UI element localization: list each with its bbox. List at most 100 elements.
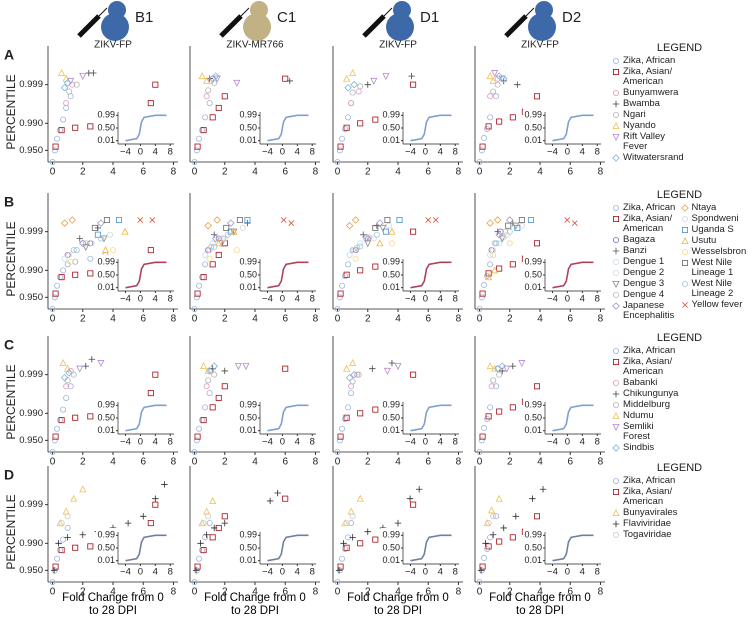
- point: [64, 534, 71, 541]
- x-tick-label: 8: [313, 314, 319, 325]
- point: [87, 270, 94, 277]
- point: [680, 204, 689, 212]
- x-tick-label: 6: [425, 457, 431, 468]
- x-tick-label: 4: [252, 587, 258, 598]
- syringe-needle: [240, 7, 250, 17]
- point: [239, 224, 246, 231]
- point: [60, 267, 67, 274]
- inset-x-tick-label: −4: [547, 147, 558, 158]
- inset-x-tick-label: 8: [168, 437, 173, 448]
- x-tick-label: 2: [80, 457, 86, 468]
- legend-marker: [613, 90, 619, 96]
- inset-y-tick-label: 0.01: [524, 282, 542, 292]
- y-tick-label: 0.990: [19, 538, 43, 549]
- legend-item: Japanese Encephalitis: [612, 301, 679, 321]
- point: [352, 255, 359, 262]
- inset-x-tick-label: −4: [120, 294, 131, 305]
- point: [342, 125, 349, 132]
- legend-marker: [612, 280, 620, 288]
- point: [489, 531, 497, 538]
- point: [481, 425, 488, 432]
- legend-label: Spondweni: [691, 213, 739, 224]
- point: [613, 532, 619, 538]
- point: [340, 540, 347, 547]
- inset-y-tick-label: 0.99: [524, 530, 542, 540]
- legend-marker: [613, 348, 619, 354]
- legend-item: Ndumu: [612, 411, 747, 421]
- inset-background: [381, 108, 461, 160]
- point: [612, 444, 620, 452]
- point: [529, 495, 536, 502]
- point: [479, 143, 486, 150]
- legend: LEGEND Zika, African Zika, Asian/ American…: [612, 42, 747, 164]
- x-tick-label: 4: [110, 314, 116, 325]
- x-tick-label: 4: [537, 457, 543, 468]
- point: [58, 274, 65, 281]
- x-tick-label: 4: [252, 457, 258, 468]
- legend-marker: [613, 380, 619, 386]
- legend-marker: [612, 412, 620, 419]
- inset-line: [267, 534, 309, 562]
- inset-line: [410, 404, 452, 432]
- point: [90, 69, 97, 77]
- point: [194, 143, 201, 150]
- point: [62, 507, 70, 515]
- point: [60, 373, 69, 382]
- inset-x-tick-label: 0: [280, 437, 285, 448]
- point: [205, 87, 212, 94]
- point: [339, 425, 346, 432]
- point: [87, 543, 94, 550]
- point: [337, 433, 344, 440]
- point: [366, 234, 373, 241]
- point: [488, 506, 496, 514]
- inset-line: [267, 404, 309, 432]
- x-tick-label: 8: [598, 587, 604, 598]
- legend: LEGEND Zika, African Zika, Asian/ American…: [612, 462, 747, 541]
- point: [485, 123, 492, 130]
- inset-x-tick-label: 8: [595, 147, 600, 158]
- point: [66, 251, 73, 258]
- point: [57, 274, 64, 281]
- point: [215, 104, 222, 111]
- point: [491, 240, 498, 247]
- point: [206, 520, 213, 527]
- point: [477, 567, 485, 574]
- point: [486, 362, 494, 370]
- legend: LEGEND Zika, African Zika, Asian/ American…: [612, 189, 747, 321]
- inset-background: [381, 255, 461, 307]
- legend-marker: [612, 122, 620, 129]
- point: [244, 219, 251, 227]
- point: [336, 437, 343, 444]
- point: [198, 72, 206, 80]
- x-tick-label: 6: [567, 457, 573, 468]
- point: [373, 231, 380, 238]
- inset-line: [125, 404, 167, 432]
- point: [355, 371, 362, 378]
- inset-x-tick-label: −4: [262, 567, 273, 578]
- legend-item: Nyando: [612, 121, 747, 131]
- point: [213, 216, 221, 224]
- point: [425, 217, 432, 223]
- legend-item: Zika, Asian/ American: [612, 357, 747, 377]
- inset-y-tick-label: 0.50: [97, 542, 115, 552]
- legend-label: Dengue 3: [623, 278, 665, 289]
- legend-marker: [612, 520, 620, 528]
- inset-x-tick-label: 8: [453, 294, 458, 305]
- legend-marker: [681, 226, 688, 233]
- y-tick-label: 0.999: [19, 499, 43, 510]
- point: [193, 437, 200, 444]
- inset-line: [410, 261, 452, 289]
- inset-y-tick-label: 0.99: [524, 257, 542, 267]
- point: [60, 536, 67, 543]
- point: [336, 147, 343, 154]
- x-axis-title: Fold Change from 0 to 28 DPI: [347, 592, 449, 617]
- point: [343, 414, 350, 421]
- point: [681, 216, 688, 222]
- inset-x-tick-label: 0: [423, 147, 428, 158]
- point: [345, 404, 352, 411]
- inset-x-tick-label: 4: [153, 567, 158, 578]
- point: [612, 488, 619, 495]
- point: [52, 563, 59, 570]
- point: [491, 266, 499, 274]
- point: [489, 76, 497, 84]
